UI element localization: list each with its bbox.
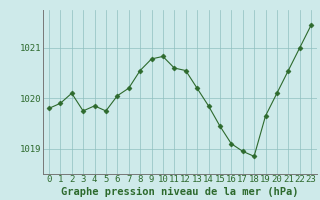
X-axis label: Graphe pression niveau de la mer (hPa): Graphe pression niveau de la mer (hPa) [61,187,299,197]
